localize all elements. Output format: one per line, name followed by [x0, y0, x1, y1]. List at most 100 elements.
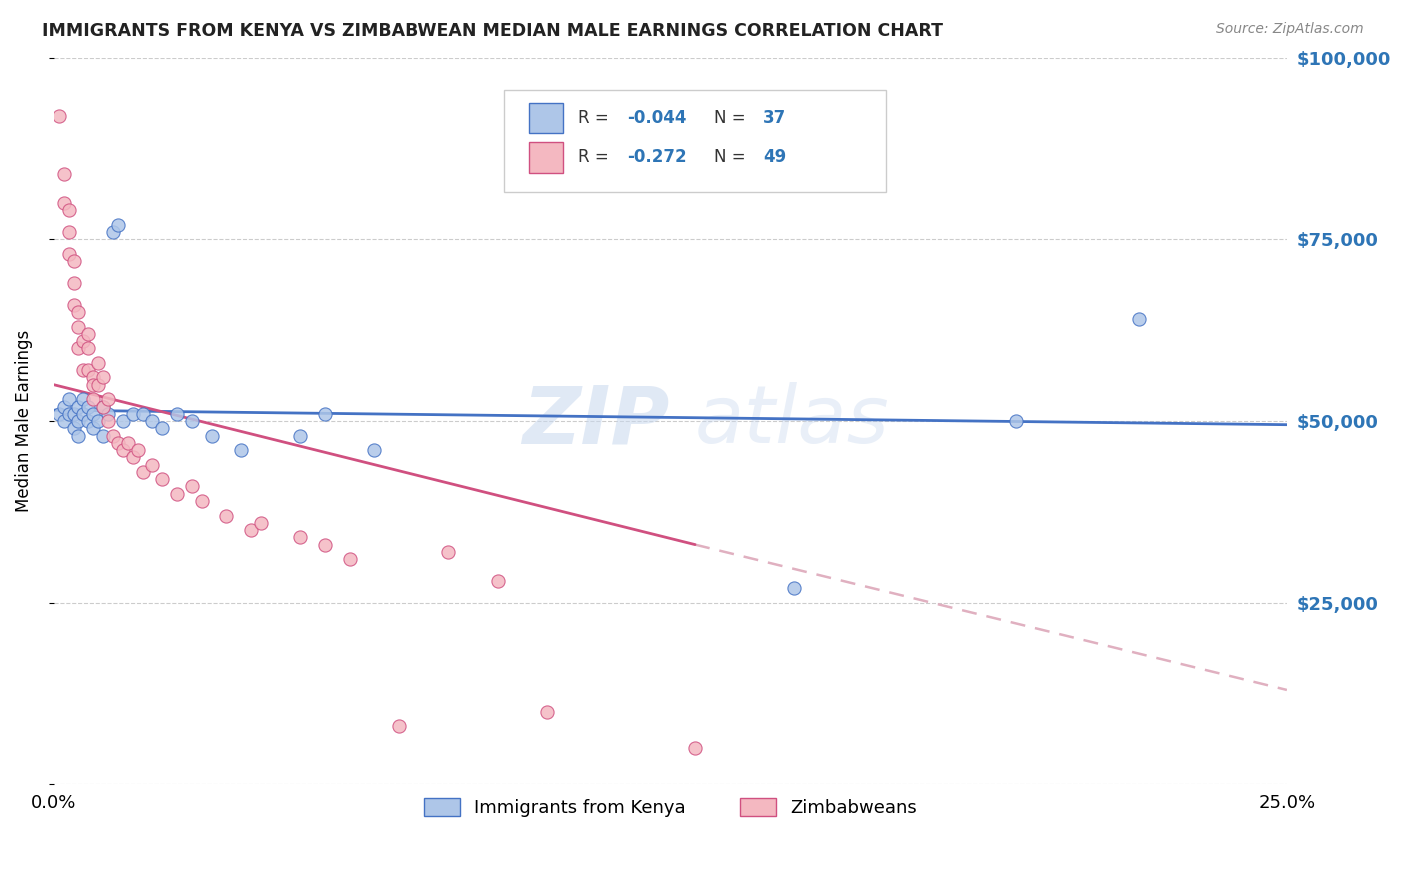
Point: [77, 414, 100, 428]
Point: [201, 428, 224, 442]
Text: N =: N =: [713, 109, 751, 127]
Point: [82, 421, 104, 435]
Point: [62, 421, 84, 435]
Point: [62, 407, 84, 421]
Text: 37: 37: [763, 109, 786, 127]
Point: [52, 400, 75, 414]
Text: -0.272: -0.272: [627, 148, 688, 166]
Point: [62, 276, 84, 290]
Point: [314, 407, 336, 421]
FancyBboxPatch shape: [503, 90, 886, 192]
Point: [77, 363, 100, 377]
Point: [58, 203, 80, 218]
Point: [82, 377, 104, 392]
Point: [91, 370, 114, 384]
Point: [91, 400, 114, 414]
FancyBboxPatch shape: [529, 103, 562, 133]
Point: [181, 414, 204, 428]
Point: [111, 414, 134, 428]
Point: [58, 247, 80, 261]
Text: R =: R =: [578, 109, 614, 127]
Point: [62, 298, 84, 312]
Point: [52, 414, 75, 428]
Point: [1128, 312, 1150, 326]
Text: atlas: atlas: [695, 382, 890, 460]
Point: [107, 218, 129, 232]
Point: [101, 428, 124, 442]
Point: [240, 523, 263, 537]
Point: [141, 458, 163, 472]
Point: [250, 516, 273, 530]
Point: [97, 407, 120, 421]
Point: [77, 342, 100, 356]
Point: [67, 319, 90, 334]
Point: [121, 450, 143, 465]
Point: [58, 407, 80, 421]
Point: [67, 342, 90, 356]
Text: N =: N =: [713, 148, 751, 166]
Point: [58, 392, 80, 407]
Point: [48, 109, 70, 123]
Point: [1004, 414, 1026, 428]
Point: [191, 494, 214, 508]
Point: [121, 407, 143, 421]
Point: [67, 400, 90, 414]
Point: [150, 421, 173, 435]
Point: [111, 443, 134, 458]
Text: IMMIGRANTS FROM KENYA VS ZIMBABWEAN MEDIAN MALE EARNINGS CORRELATION CHART: IMMIGRANTS FROM KENYA VS ZIMBABWEAN MEDI…: [42, 22, 943, 40]
Point: [166, 487, 188, 501]
Point: [77, 400, 100, 414]
Point: [97, 414, 120, 428]
Point: [72, 363, 94, 377]
Point: [131, 407, 153, 421]
Point: [72, 392, 94, 407]
Point: [314, 538, 336, 552]
Point: [101, 225, 124, 239]
Point: [486, 574, 509, 588]
Point: [290, 428, 312, 442]
Point: [91, 400, 114, 414]
Point: [67, 428, 90, 442]
Point: [72, 334, 94, 348]
Legend: Immigrants from Kenya, Zimbabweans: Immigrants from Kenya, Zimbabweans: [415, 789, 927, 826]
Point: [87, 377, 110, 392]
Point: [117, 435, 139, 450]
Point: [52, 196, 75, 211]
Text: R =: R =: [578, 148, 614, 166]
Point: [290, 530, 312, 544]
Point: [166, 407, 188, 421]
Point: [127, 443, 149, 458]
Text: Source: ZipAtlas.com: Source: ZipAtlas.com: [1216, 22, 1364, 37]
Point: [150, 472, 173, 486]
Point: [388, 719, 411, 733]
Point: [107, 435, 129, 450]
Point: [62, 254, 84, 268]
Point: [91, 428, 114, 442]
Point: [77, 326, 100, 341]
Point: [782, 581, 804, 595]
Point: [131, 465, 153, 479]
Point: [536, 705, 558, 719]
Point: [67, 414, 90, 428]
Point: [58, 225, 80, 239]
Point: [82, 392, 104, 407]
Point: [339, 552, 361, 566]
Point: [72, 407, 94, 421]
Point: [683, 741, 706, 756]
Point: [82, 407, 104, 421]
Y-axis label: Median Male Earnings: Median Male Earnings: [15, 330, 32, 512]
Point: [215, 508, 238, 523]
Point: [82, 370, 104, 384]
Point: [87, 356, 110, 370]
Point: [67, 305, 90, 319]
Text: ZIP: ZIP: [523, 382, 669, 460]
Point: [231, 443, 253, 458]
Point: [181, 479, 204, 493]
Point: [52, 167, 75, 181]
Text: 49: 49: [763, 148, 786, 166]
Point: [48, 407, 70, 421]
Point: [141, 414, 163, 428]
Point: [97, 392, 120, 407]
Point: [87, 414, 110, 428]
Point: [363, 443, 385, 458]
